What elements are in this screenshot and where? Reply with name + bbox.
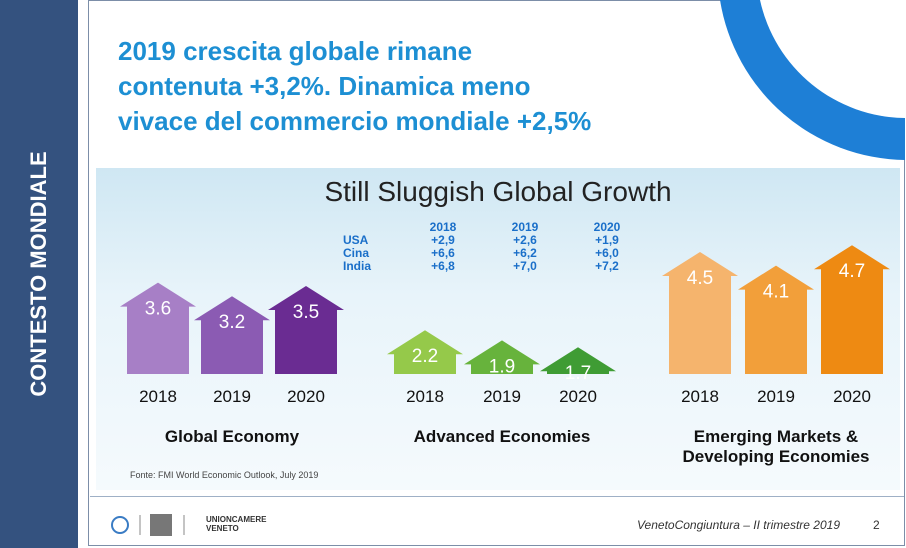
infographic-title: Still Sluggish Global Growth — [324, 176, 672, 207]
table-cell: +2,6 — [513, 233, 537, 247]
table-cell: +6,6 — [431, 246, 455, 260]
arrow-label: 1.7 — [565, 363, 591, 384]
arrow-label: 3.2 — [219, 312, 245, 333]
table-cell: +2,9 — [431, 233, 455, 247]
logo-text: UNIONCAMERE VENETO — [206, 515, 266, 533]
arrow — [540, 347, 616, 374]
table-cell: +6,8 — [431, 259, 455, 273]
table-cell: +6,2 — [513, 246, 537, 260]
year-label: 2019 — [483, 387, 521, 406]
arrow-label: 4.1 — [763, 282, 789, 303]
arrow-label: 4.7 — [839, 261, 865, 282]
title-line: vivace del commercio mondiale +2,5% — [118, 106, 592, 136]
table-header: 2020 — [593, 220, 621, 234]
arrow — [464, 340, 540, 374]
title: 2019 crescita globale rimane contenuta +3… — [118, 34, 591, 139]
year-label: 2019 — [213, 387, 251, 406]
year-label: 2018 — [406, 387, 444, 406]
table-cell: +7,2 — [595, 259, 619, 273]
arrow-label: 2.2 — [412, 346, 438, 367]
arrow — [662, 252, 738, 374]
group-name: Advanced Economies — [413, 427, 591, 446]
table-row-label: USA — [343, 233, 369, 247]
table-header: 2018 — [429, 220, 457, 234]
footer-caption: VenetoCongiuntura – II trimestre 2019 — [636, 518, 840, 532]
year-label: 2018 — [139, 387, 177, 406]
footer-rule — [90, 496, 904, 497]
arrow-label: 1.9 — [489, 356, 515, 377]
source: Fonte: FMI World Economic Outlook, July … — [130, 470, 319, 480]
logo-icon — [111, 516, 129, 534]
table-header: 2019 — [511, 220, 539, 234]
table-cell: +1,9 — [595, 233, 619, 247]
arrow-label: 3.5 — [293, 302, 319, 323]
table-row-label: India — [343, 259, 372, 273]
year-label: 2019 — [757, 387, 795, 406]
arrow — [814, 245, 890, 374]
table-cell: +6,0 — [595, 246, 619, 260]
year-label: 2020 — [559, 387, 597, 406]
table-cell: +7,0 — [513, 259, 537, 273]
page-number: 2 — [873, 518, 880, 532]
logos — [111, 514, 185, 536]
arrow-label: 4.5 — [687, 268, 713, 289]
arc-inner — [760, 0, 905, 118]
arrow — [387, 330, 463, 374]
group-name: Global Economy — [164, 427, 300, 446]
year-label: 2020 — [287, 387, 325, 406]
arrow-label: 3.6 — [145, 299, 171, 320]
logo-crest — [150, 514, 172, 536]
year-label: 2020 — [833, 387, 871, 406]
arrow — [738, 265, 814, 374]
table-row-label: Cina — [343, 246, 370, 260]
title-line: contenuta +3,2%. Dinamica meno — [118, 71, 531, 101]
logo-line: VENETO — [206, 524, 239, 533]
year-label: 2018 — [681, 387, 719, 406]
slide — [88, 0, 905, 546]
arrow — [194, 296, 270, 374]
arrow — [120, 282, 196, 374]
logo-line: UNIONCAMERE — [206, 515, 267, 524]
title-line: 2019 crescita globale rimane — [118, 36, 473, 66]
sidebar: CONTESTO MONDIALE — [0, 0, 78, 548]
group-name: Emerging Markets & Developing Economies — [682, 427, 870, 466]
arrow — [268, 286, 344, 374]
